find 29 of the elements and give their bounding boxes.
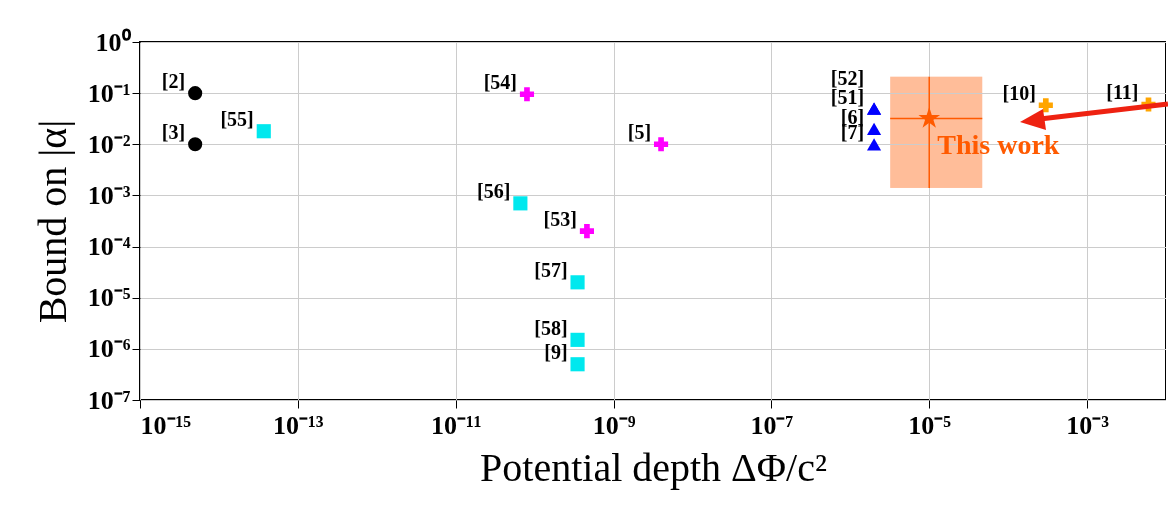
y-tick-label: 10⁻³ bbox=[87, 180, 131, 210]
x-tick-label: 10⁻⁹ bbox=[592, 410, 636, 440]
x-tick-label: 10⁻¹³ bbox=[273, 410, 324, 440]
y-tick-label: 10⁻¹ bbox=[87, 78, 131, 108]
x-tick-label: 10⁻⁵ bbox=[908, 410, 952, 440]
annotation: [55] bbox=[220, 108, 254, 131]
x-tick-label: 10⁻⁷ bbox=[750, 410, 794, 440]
y-tick-label: 10⁻⁶ bbox=[87, 334, 131, 364]
y-tick-label: 10⁻⁵ bbox=[87, 283, 131, 313]
y-tick-label: 10⁻⁷ bbox=[87, 385, 131, 415]
x-tick-label: 10⁻¹⁵ bbox=[140, 410, 192, 440]
x-axis-title: Potential depth ΔΦ/c² bbox=[480, 444, 827, 490]
annotation: [2] bbox=[161, 70, 186, 93]
y-tick-label: 10⁻² bbox=[87, 129, 131, 159]
annotation: [10] bbox=[1002, 82, 1036, 105]
annotation: [57] bbox=[534, 259, 568, 282]
y-tick-label: 10⁻⁴ bbox=[87, 232, 131, 262]
annotation: [53] bbox=[543, 208, 577, 231]
y-axis-title: Bound on |α| bbox=[29, 119, 75, 324]
annotation: [11] bbox=[1106, 81, 1139, 104]
x-tick-label: 10⁻¹¹ bbox=[430, 410, 482, 440]
annotation: [54] bbox=[483, 71, 517, 94]
x-tick-label: 10⁻³ bbox=[1066, 410, 1110, 440]
annotation: [56] bbox=[477, 180, 511, 203]
annotation: [5] bbox=[627, 121, 652, 144]
y-tick-label: 10⁰ bbox=[95, 27, 132, 57]
annotation: [9] bbox=[544, 341, 568, 364]
annotation: [3] bbox=[161, 121, 186, 144]
annotation: [58] bbox=[534, 316, 568, 339]
